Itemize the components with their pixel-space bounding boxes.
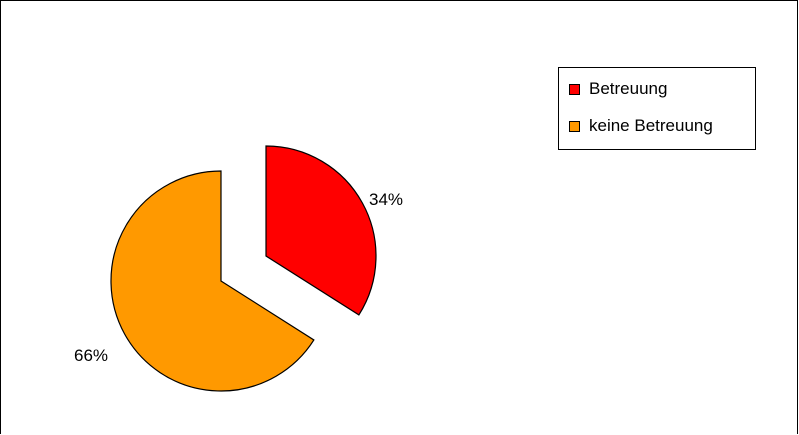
legend: Betreuung keine Betreuung xyxy=(558,67,756,150)
legend-label-keine-betreuung: keine Betreuung xyxy=(589,116,713,135)
data-label-betreuung: 34% xyxy=(369,190,404,209)
legend-item-betreuung: Betreuung xyxy=(569,79,667,99)
legend-swatch-keine-betreuung xyxy=(569,120,580,132)
legend-item-keine-betreuung: keine Betreuung xyxy=(569,116,713,136)
pie-slice-keine-betreuung xyxy=(110,170,315,392)
pie-slice-betreuung xyxy=(265,145,377,316)
legend-label-betreuung: Betreuung xyxy=(589,79,668,98)
legend-swatch-betreuung xyxy=(569,83,580,95)
data-label-keine-betreuung: 66% xyxy=(74,346,109,365)
